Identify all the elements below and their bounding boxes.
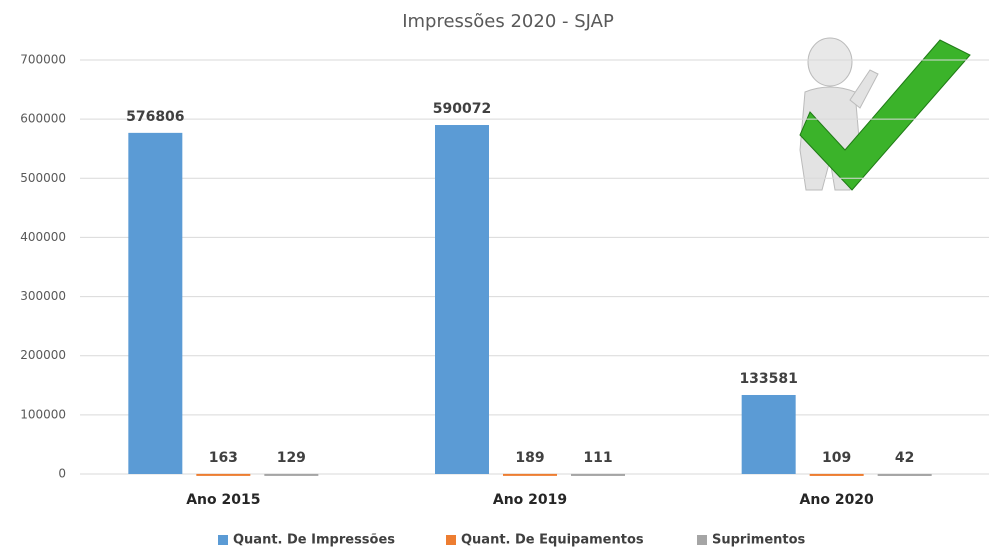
legend-swatch: [697, 535, 707, 545]
clipart: [799, 37, 971, 191]
chart-title: Impressões 2020 - SJAP: [402, 11, 614, 32]
x-tick-label: Ano 2019: [493, 492, 567, 508]
y-tick-label: 300000: [20, 289, 66, 303]
data-label: 111: [583, 450, 612, 466]
data-label: 590072: [433, 101, 491, 117]
bar: [809, 473, 864, 476]
bar: [741, 394, 796, 474]
legend-label: Quant. De Equipamentos: [461, 533, 644, 548]
data-label: 109: [822, 450, 851, 466]
data-label: 189: [515, 450, 544, 466]
bar: [196, 473, 251, 476]
data-label: 133581: [739, 371, 797, 387]
legend-swatch: [446, 535, 456, 545]
bar: [571, 473, 625, 476]
bar: [128, 132, 183, 474]
y-tick-label: 0: [58, 467, 66, 481]
y-tick-label: 100000: [20, 407, 66, 421]
data-label: 129: [277, 450, 306, 466]
legend: Quant. De Impressões Quant. De Equipament…: [218, 533, 806, 548]
data-label: 42: [895, 450, 914, 466]
legend-label: Quant. De Impressões: [233, 533, 395, 548]
bar: [503, 473, 557, 476]
bar: [435, 125, 489, 474]
bar: [264, 473, 319, 476]
x-tick-label: Ano 2015: [186, 492, 260, 508]
legend-label: Suprimentos: [712, 533, 806, 548]
data-label: 163: [209, 450, 238, 466]
y-tick-label: 700000: [20, 53, 66, 67]
legend-swatch: [218, 535, 228, 545]
y-tick-label: 400000: [20, 230, 66, 244]
data-label: 576806: [126, 109, 184, 125]
y-tick-label: 600000: [20, 112, 66, 126]
y-tick-label: 200000: [20, 348, 66, 362]
bar: [877, 473, 932, 476]
x-tick-label: Ano 2020: [800, 492, 875, 508]
y-tick-label: 500000: [20, 171, 66, 185]
